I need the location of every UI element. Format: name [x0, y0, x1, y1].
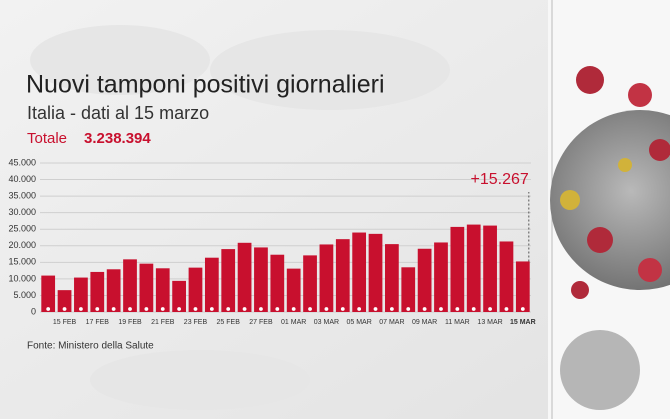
bar	[123, 259, 137, 312]
bar	[237, 242, 252, 312]
x-tick-label: 27 FEB	[249, 319, 273, 326]
x-tick-label: 25 FEB	[217, 319, 241, 326]
bar-dot	[274, 306, 281, 312]
x-tick-label: 05 MAR	[347, 319, 372, 326]
bar-dot	[143, 306, 150, 312]
bar	[483, 225, 497, 312]
y-tick-label: 35.000	[8, 190, 36, 200]
bar-dot	[471, 306, 477, 312]
x-tick-label: 11 MAR	[445, 319, 470, 326]
bar	[221, 249, 236, 312]
bar-dot	[503, 306, 510, 312]
bar	[385, 244, 399, 312]
y-tick-label: 10.000	[8, 273, 36, 283]
y-tick-label: 45.000	[8, 157, 36, 167]
bar	[188, 267, 203, 312]
x-tick-label: 03 MAR	[314, 319, 339, 326]
bar	[286, 268, 301, 312]
bar-dot	[258, 306, 264, 312]
bar-dot	[45, 306, 51, 312]
total-value: 3.238.394	[84, 130, 151, 147]
bar	[434, 242, 448, 312]
x-tick-label: 01 MAR	[281, 319, 306, 326]
total-label: Totale	[27, 130, 67, 147]
bar-dot	[340, 306, 346, 312]
x-tick-label: 21 FEB	[151, 319, 175, 326]
bar-dot	[94, 306, 100, 312]
bar-dot	[225, 306, 231, 312]
bar-dot	[372, 306, 379, 312]
x-tick-label: 19 FEB	[118, 319, 142, 326]
virus-decoration	[550, 66, 670, 410]
bar-dot	[323, 306, 330, 312]
bar	[499, 241, 514, 312]
value-label: +15.267	[471, 171, 529, 188]
bar	[90, 271, 105, 312]
y-tick-label: 20.000	[8, 240, 36, 250]
chart-title: Nuovi tamponi positivi giornalieri	[26, 71, 385, 99]
bar-dot	[405, 306, 411, 312]
bar-dot	[127, 306, 133, 312]
bar	[270, 254, 285, 312]
bar	[41, 275, 56, 312]
bar-dot	[61, 306, 68, 312]
bar	[368, 233, 383, 312]
bar	[106, 269, 121, 312]
bar-dot	[290, 306, 297, 312]
y-tick-label: 15.000	[8, 257, 36, 267]
y-tick-label: 25.000	[8, 224, 36, 234]
x-tick-label: 09 MAR	[412, 319, 437, 326]
y-tick-label: 30.000	[8, 207, 36, 217]
bar-dot	[438, 306, 444, 312]
x-tick-label: 17 FEB	[86, 319, 110, 326]
bar	[319, 244, 334, 312]
bar	[74, 277, 88, 312]
bar	[335, 239, 350, 312]
bar	[515, 261, 530, 312]
x-tick-label: 15 FEB	[53, 319, 77, 326]
bar	[139, 263, 154, 312]
bar	[450, 226, 465, 312]
y-tick-label: 40.000	[8, 174, 36, 184]
bar-dot	[487, 306, 493, 312]
bar-dot	[454, 306, 461, 312]
x-tick-label: 13 MAR	[477, 319, 502, 326]
y-tick-label: 5.000	[13, 290, 36, 300]
bar	[401, 267, 416, 312]
bar-dot	[176, 306, 182, 312]
bar-dot	[520, 306, 526, 312]
bar	[417, 248, 432, 312]
x-tick-label: 15 MAR	[510, 319, 536, 326]
bar	[155, 268, 170, 312]
bar	[303, 255, 317, 312]
x-tick-label: 23 FEB	[184, 319, 208, 326]
bar	[352, 232, 367, 312]
bar-dot	[307, 306, 313, 312]
bar-dot	[110, 306, 117, 312]
chart-subtitle: Italia - dati al 15 marzo	[27, 103, 209, 123]
bar	[254, 247, 268, 312]
y-tick-label: 0	[31, 306, 36, 316]
bar-dot	[78, 306, 84, 312]
bar-dot	[209, 306, 215, 312]
bar-dot	[421, 306, 428, 312]
bar	[204, 257, 219, 312]
bar-dot	[356, 306, 362, 312]
bar-dot	[241, 306, 248, 312]
map-decoration	[30, 25, 450, 410]
bar-dot	[192, 306, 199, 312]
bar	[57, 290, 72, 312]
bar	[466, 224, 481, 312]
bar-dot	[389, 306, 395, 312]
bar	[172, 280, 186, 312]
source: Fonte: Ministero della Salute	[27, 341, 154, 352]
x-tick-label: 07 MAR	[379, 319, 404, 326]
bar-dot	[160, 306, 166, 312]
